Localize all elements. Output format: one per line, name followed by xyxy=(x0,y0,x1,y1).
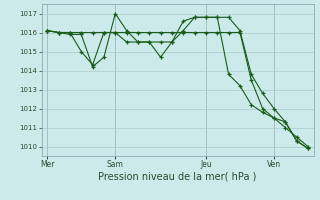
X-axis label: Pression niveau de la mer( hPa ): Pression niveau de la mer( hPa ) xyxy=(99,172,257,182)
